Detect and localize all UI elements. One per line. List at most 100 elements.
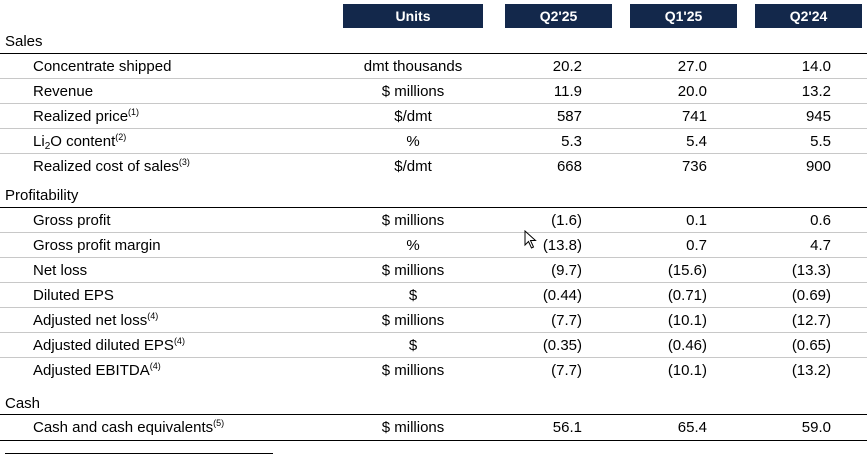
value-q2-24: (0.69) [791, 287, 831, 304]
value-q2-25: 587 [556, 108, 582, 125]
section-divider [0, 207, 867, 208]
value-q2-25: 20.2 [552, 58, 582, 75]
value-q2-25: 5.3 [561, 133, 582, 150]
footnote-marker: (4) [173, 336, 185, 346]
value-q2-25: (9.7) [551, 262, 582, 279]
value-q1-25: 65.4 [677, 419, 707, 436]
footnote-marker: (2) [115, 132, 127, 142]
table-row: Adjusted EBITDA(4) $ millions (7.7) (10.… [0, 358, 867, 383]
footnote-marker: (1) [128, 107, 140, 117]
value-q1-25: 20.0 [677, 83, 707, 100]
section-title-sales: Sales [5, 33, 43, 50]
row-divider [0, 332, 867, 333]
section-divider [0, 53, 867, 54]
value-q2-24: (13.2) [791, 362, 831, 379]
row-label: Revenue [33, 83, 94, 100]
value-q2-24: 5.5 [810, 133, 831, 150]
column-header-q2-24: Q2'24 [755, 4, 862, 28]
table-bottom-rule [0, 440, 867, 441]
value-q1-25: 736 [681, 158, 707, 175]
table-row: Concentrate shipped dmt thousands 20.2 2… [0, 54, 867, 79]
row-divider [0, 103, 867, 104]
value-q2-25: 668 [556, 158, 582, 175]
value-q2-24: 4.7 [810, 237, 831, 254]
row-units: $ millions [381, 83, 445, 100]
value-q2-24: 900 [805, 158, 831, 175]
footnote-marker: (4) [147, 311, 159, 321]
value-q2-25: (7.7) [551, 362, 582, 379]
section-title-profitability: Profitability [5, 187, 79, 204]
footnote-marker: (5) [213, 418, 225, 428]
value-q1-25: 0.1 [686, 212, 707, 229]
value-q2-25: 56.1 [552, 419, 582, 436]
value-q2-25: (13.8) [542, 237, 582, 254]
value-q2-24: (12.7) [791, 312, 831, 329]
value-q2-24: 13.2 [801, 83, 831, 100]
row-units: $ millions [381, 419, 445, 436]
value-q1-25: (10.1) [667, 312, 707, 329]
row-divider [0, 357, 867, 358]
value-q2-24: (0.65) [791, 337, 831, 354]
row-units: $ millions [381, 362, 445, 379]
row-label: Gross profit margin [33, 237, 161, 254]
row-units: $ [408, 287, 418, 304]
footnote-separator [5, 453, 273, 454]
value-q1-25: 741 [681, 108, 707, 125]
row-units: dmt thousands [363, 58, 463, 75]
table-row: Adjusted diluted EPS(4) $ (0.35) (0.46) … [0, 333, 867, 358]
table-row: Realized cost of sales(3) $/dmt 668 736 … [0, 154, 867, 179]
value-q2-25: 11.9 [553, 83, 582, 100]
value-q1-25: (15.6) [667, 262, 707, 279]
mouse-pointer-icon [524, 230, 537, 249]
row-label: Adjusted EBITDA(4) [33, 361, 161, 379]
value-q2-24: 14.0 [801, 58, 831, 75]
row-label: Cash and cash equivalents(5) [33, 418, 225, 436]
table-row: Diluted EPS $ (0.44) (0.71) (0.69) [0, 283, 867, 308]
row-units: $ millions [381, 262, 445, 279]
row-units: $ millions [381, 212, 445, 229]
row-label: Adjusted net loss(4) [33, 311, 159, 329]
value-q1-25: (0.71) [667, 287, 707, 304]
table-row: Li2O content(2) % 5.3 5.4 5.5 [0, 129, 867, 154]
column-header-units: Units [343, 4, 483, 28]
value-q1-25: 27.0 [677, 58, 707, 75]
value-q2-24: 945 [805, 108, 831, 125]
column-header-q2-25: Q2'25 [505, 4, 612, 28]
row-units: $ millions [381, 312, 445, 329]
column-header-q1-25: Q1'25 [630, 4, 737, 28]
row-units: $/dmt [394, 108, 432, 125]
footnote-marker: (3) [178, 157, 190, 167]
section-title-cash: Cash [5, 395, 41, 412]
row-divider [0, 78, 867, 79]
row-label: Li2O content(2) [33, 132, 127, 152]
row-divider [0, 128, 867, 129]
table-row: Adjusted net loss(4) $ millions (7.7) (1… [0, 308, 867, 333]
row-divider [0, 232, 867, 233]
value-q2-25: (7.7) [551, 312, 582, 329]
value-q2-25: (0.44) [542, 287, 582, 304]
row-divider [0, 282, 867, 283]
row-divider [0, 153, 867, 154]
row-label: Concentrate shipped [33, 58, 172, 75]
value-q2-25: (1.6) [551, 212, 582, 229]
row-divider [0, 307, 867, 308]
table-row: Gross profit $ millions (1.6) 0.1 0.6 [0, 208, 867, 233]
row-units: $/dmt [394, 158, 432, 175]
table-row: Net loss $ millions (9.7) (15.6) (13.3) [0, 258, 867, 283]
table-row: Gross profit margin % (13.8) 0.7 4.7 [0, 233, 867, 258]
value-q2-24: (13.3) [791, 262, 831, 279]
value-q1-25: (0.46) [667, 337, 707, 354]
value-q2-25: (0.35) [542, 337, 582, 354]
row-label: Adjusted diluted EPS(4) [33, 336, 185, 354]
footnote-marker: (4) [149, 361, 161, 371]
value-q1-25: 5.4 [686, 133, 707, 150]
value-q1-25: 0.7 [686, 237, 707, 254]
table-row: Revenue $ millions 11.9 20.0 13.2 [0, 79, 867, 104]
table-row: Cash and cash equivalents(5) $ millions … [0, 415, 867, 440]
row-label: Net loss [33, 262, 88, 279]
row-label: Diluted EPS [33, 287, 114, 304]
value-q2-24: 0.6 [810, 212, 831, 229]
row-divider [0, 257, 867, 258]
row-units: $ [408, 337, 418, 354]
row-label: Realized cost of sales(3) [33, 157, 190, 175]
